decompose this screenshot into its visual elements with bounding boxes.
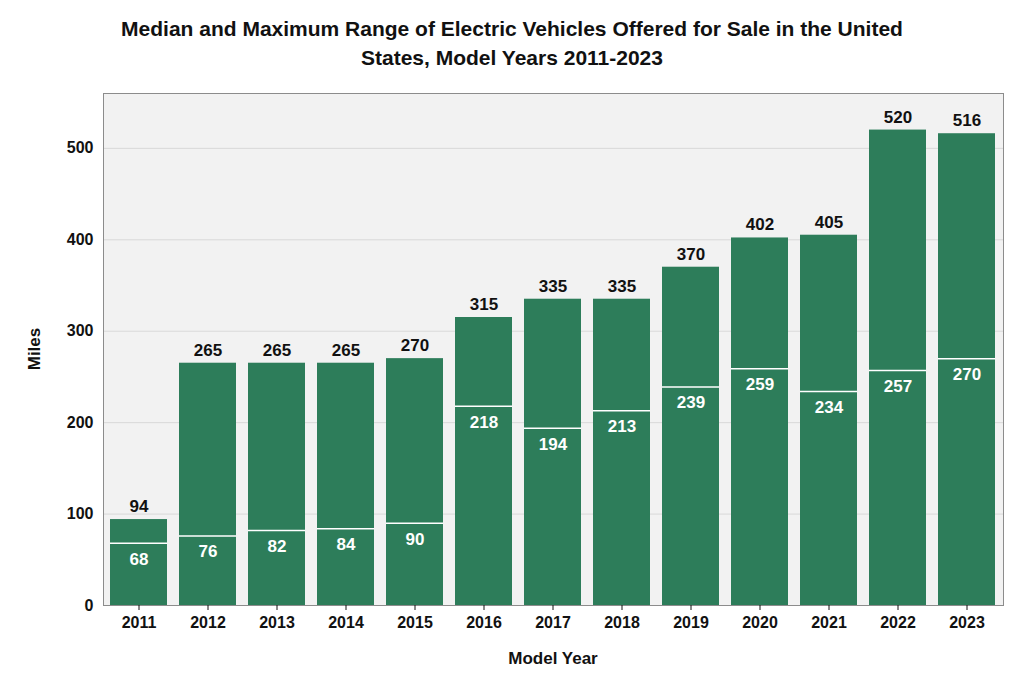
svg-text:2021: 2021 <box>811 614 847 631</box>
svg-text:2013: 2013 <box>259 614 295 631</box>
html-text:Median and Maximum Range of El: Median and Maximum Range of Electric Veh… <box>121 17 903 69</box>
svg-text:2023: 2023 <box>949 614 985 631</box>
svg-text:194: 194 <box>539 435 568 454</box>
svg-text:218: 218 <box>470 413 498 432</box>
svg-text:200: 200 <box>67 414 94 431</box>
svg-text:500: 500 <box>67 139 94 156</box>
svg-text:259: 259 <box>746 375 774 394</box>
svg-text:100: 100 <box>67 505 94 522</box>
svg-text:257: 257 <box>884 377 912 396</box>
svg-text:Model Year: Model Year <box>508 649 598 668</box>
svg-text:234: 234 <box>815 398 844 417</box>
svg-text:516: 516 <box>953 111 981 130</box>
svg-text:2011: 2011 <box>122 614 157 631</box>
svg-text:2022: 2022 <box>880 614 916 631</box>
svg-text:270: 270 <box>401 336 429 355</box>
svg-text:335: 335 <box>539 277 567 296</box>
svg-text:2018: 2018 <box>604 614 640 631</box>
svg-text:520: 520 <box>884 108 912 127</box>
svg-text:84: 84 <box>337 535 356 554</box>
svg-text:76: 76 <box>199 542 218 561</box>
svg-text:239: 239 <box>677 393 705 412</box>
svg-text:400: 400 <box>67 231 94 248</box>
svg-text:2015: 2015 <box>397 614 433 631</box>
svg-text:335: 335 <box>608 277 636 296</box>
svg-text:82: 82 <box>268 537 287 556</box>
svg-text:94: 94 <box>130 497 149 516</box>
svg-text:Miles: Miles <box>25 328 44 371</box>
svg-text:213: 213 <box>608 417 636 436</box>
svg-text:2012: 2012 <box>190 614 226 631</box>
svg-text:265: 265 <box>332 341 360 360</box>
svg-text:270: 270 <box>953 365 981 384</box>
svg-text:2019: 2019 <box>673 614 709 631</box>
svg-text:90: 90 <box>406 530 425 549</box>
svg-text:0: 0 <box>85 597 94 614</box>
svg-text:265: 265 <box>263 341 291 360</box>
svg-text:300: 300 <box>67 322 94 339</box>
svg-text:402: 402 <box>746 215 774 234</box>
svg-text:405: 405 <box>815 213 843 232</box>
svg-text:265: 265 <box>194 341 222 360</box>
svg-text:2016: 2016 <box>466 614 502 631</box>
svg-text:315: 315 <box>470 295 498 314</box>
svg-text:68: 68 <box>130 550 149 569</box>
svg-text:2020: 2020 <box>742 614 778 631</box>
svg-text:2014: 2014 <box>328 614 364 631</box>
svg-text:370: 370 <box>677 245 705 264</box>
svg-text:2017: 2017 <box>535 614 571 631</box>
